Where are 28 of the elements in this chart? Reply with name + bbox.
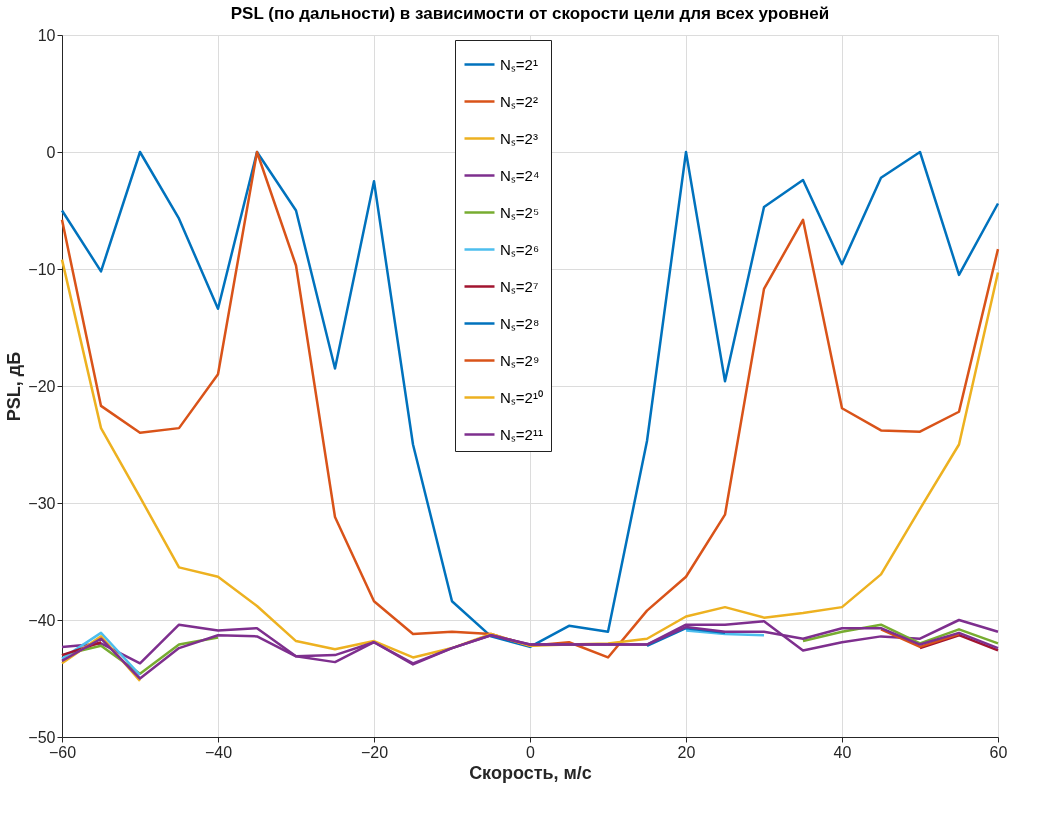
y-tick-label: −50	[28, 728, 56, 746]
x-tick-label: 0	[526, 743, 536, 761]
y-tick-label: −40	[28, 611, 56, 629]
chart-title: PSL (по дальности) в зависимости от скорости цели для всех уровней	[230, 4, 830, 23]
legend-label: Nₛ=2¹¹	[500, 425, 543, 443]
y-tick-label: −30	[28, 494, 56, 512]
legend-label: Nₛ=2⁶	[500, 240, 540, 258]
x-tick-label: −20	[360, 743, 389, 761]
legend-label: Nₛ=2³	[500, 129, 538, 147]
legend-label: Nₛ=2¹	[500, 55, 538, 73]
legend-label: Nₛ=2²	[500, 92, 538, 110]
x-tick-label: 20	[677, 743, 696, 761]
legend-label: Nₛ=2⁸	[500, 314, 540, 332]
legend-label: Nₛ=2⁵	[500, 203, 540, 221]
x-tick-label: 40	[833, 743, 852, 761]
legend-label: Nₛ=2⁷	[500, 277, 539, 295]
y-tick-label: −20	[28, 377, 56, 395]
x-tick-label: −40	[204, 743, 233, 761]
x-axis-title: Скорость, м/с	[469, 762, 592, 783]
y-tick-label: 0	[46, 143, 56, 161]
y-axis-title: PSL, дБ	[4, 351, 25, 422]
x-tick-label: −60	[48, 743, 77, 761]
y-tick-label: 10	[37, 26, 56, 44]
x-tick-label: 60	[989, 743, 1008, 761]
y-tick-label: −10	[28, 260, 56, 278]
legend-label: Nₛ=2¹⁰	[500, 388, 543, 406]
legend-label: Nₛ=2⁴	[500, 166, 540, 184]
legend-label: Nₛ=2⁹	[500, 351, 540, 369]
